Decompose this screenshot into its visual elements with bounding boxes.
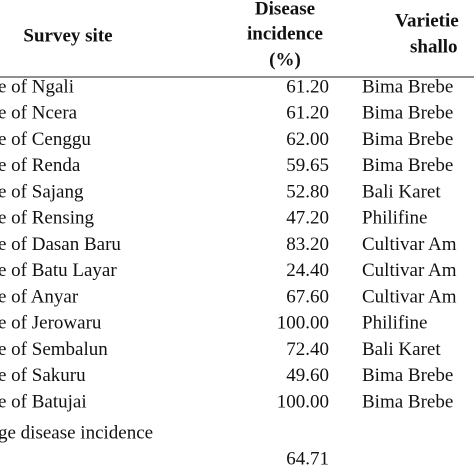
variety-cell: Bima Brebe: [362, 76, 453, 97]
variety-cell: Philifine: [362, 313, 427, 334]
incidence-cell: 49.60: [286, 365, 329, 386]
variety-cell: Bima Brebe: [362, 365, 453, 386]
site-cell: e of Dasan Baru: [0, 234, 121, 255]
site-cell: e of Anyar: [0, 286, 79, 307]
site-cell: e of Ncera: [0, 103, 78, 124]
variety-cell: Cultivar Am: [362, 260, 457, 281]
incidence-cell: 67.60: [286, 286, 329, 307]
incidence-cell: 24.40: [286, 260, 329, 281]
footer-value: 64.71: [286, 448, 329, 469]
incidence-cell: 47.20: [286, 208, 329, 229]
incidence-cell: 83.20: [286, 234, 329, 255]
header-disease: (%): [269, 49, 301, 70]
site-cell: e of Sajang: [0, 181, 84, 202]
variety-cell: Bima Brebe: [362, 129, 453, 150]
variety-cell: Cultivar Am: [362, 234, 457, 255]
header-survey-site: Survey site: [23, 25, 112, 46]
site-cell: e of Jerowaru: [0, 313, 102, 334]
variety-cell: Cultivar Am: [362, 286, 457, 307]
incidence-cell: 100.00: [277, 313, 329, 334]
incidence-cell: 62.00: [286, 129, 329, 150]
variety-cell: Bima Brebe: [362, 391, 453, 412]
incidence-cell: 52.80: [286, 181, 329, 202]
incidence-cell: 61.20: [286, 76, 329, 97]
incidence-cell: 100.00: [277, 391, 329, 412]
incidence-cell: 61.20: [286, 103, 329, 124]
variety-cell: Bali Karet: [362, 339, 441, 360]
site-cell: e of Cenggu: [0, 129, 91, 150]
site-cell: e of Renda: [0, 155, 81, 176]
variety-cell: Bima Brebe: [362, 103, 453, 124]
variety-cell: Bima Brebe: [362, 155, 453, 176]
variety-cell: Bali Karet: [362, 181, 441, 202]
site-cell: e of Rensing: [0, 208, 95, 229]
site-cell: e of Batu Layar: [0, 260, 117, 281]
footer-label: ge disease incidence: [0, 422, 153, 443]
site-cell: e of Sembalun: [0, 339, 108, 360]
header-varieties: shallo: [410, 36, 458, 57]
variety-cell: Philifine: [362, 208, 427, 229]
site-cell: e of Sakuru: [0, 365, 86, 386]
incidence-cell: 59.65: [286, 155, 329, 176]
site-cell: e of Ngali: [0, 76, 74, 97]
incidence-cell: 72.40: [286, 339, 329, 360]
header-disease: Disease: [255, 0, 315, 19]
header-varieties: Varietie: [395, 10, 459, 31]
header-disease: incidence: [247, 23, 323, 44]
site-cell: e of Batujai: [0, 391, 87, 412]
